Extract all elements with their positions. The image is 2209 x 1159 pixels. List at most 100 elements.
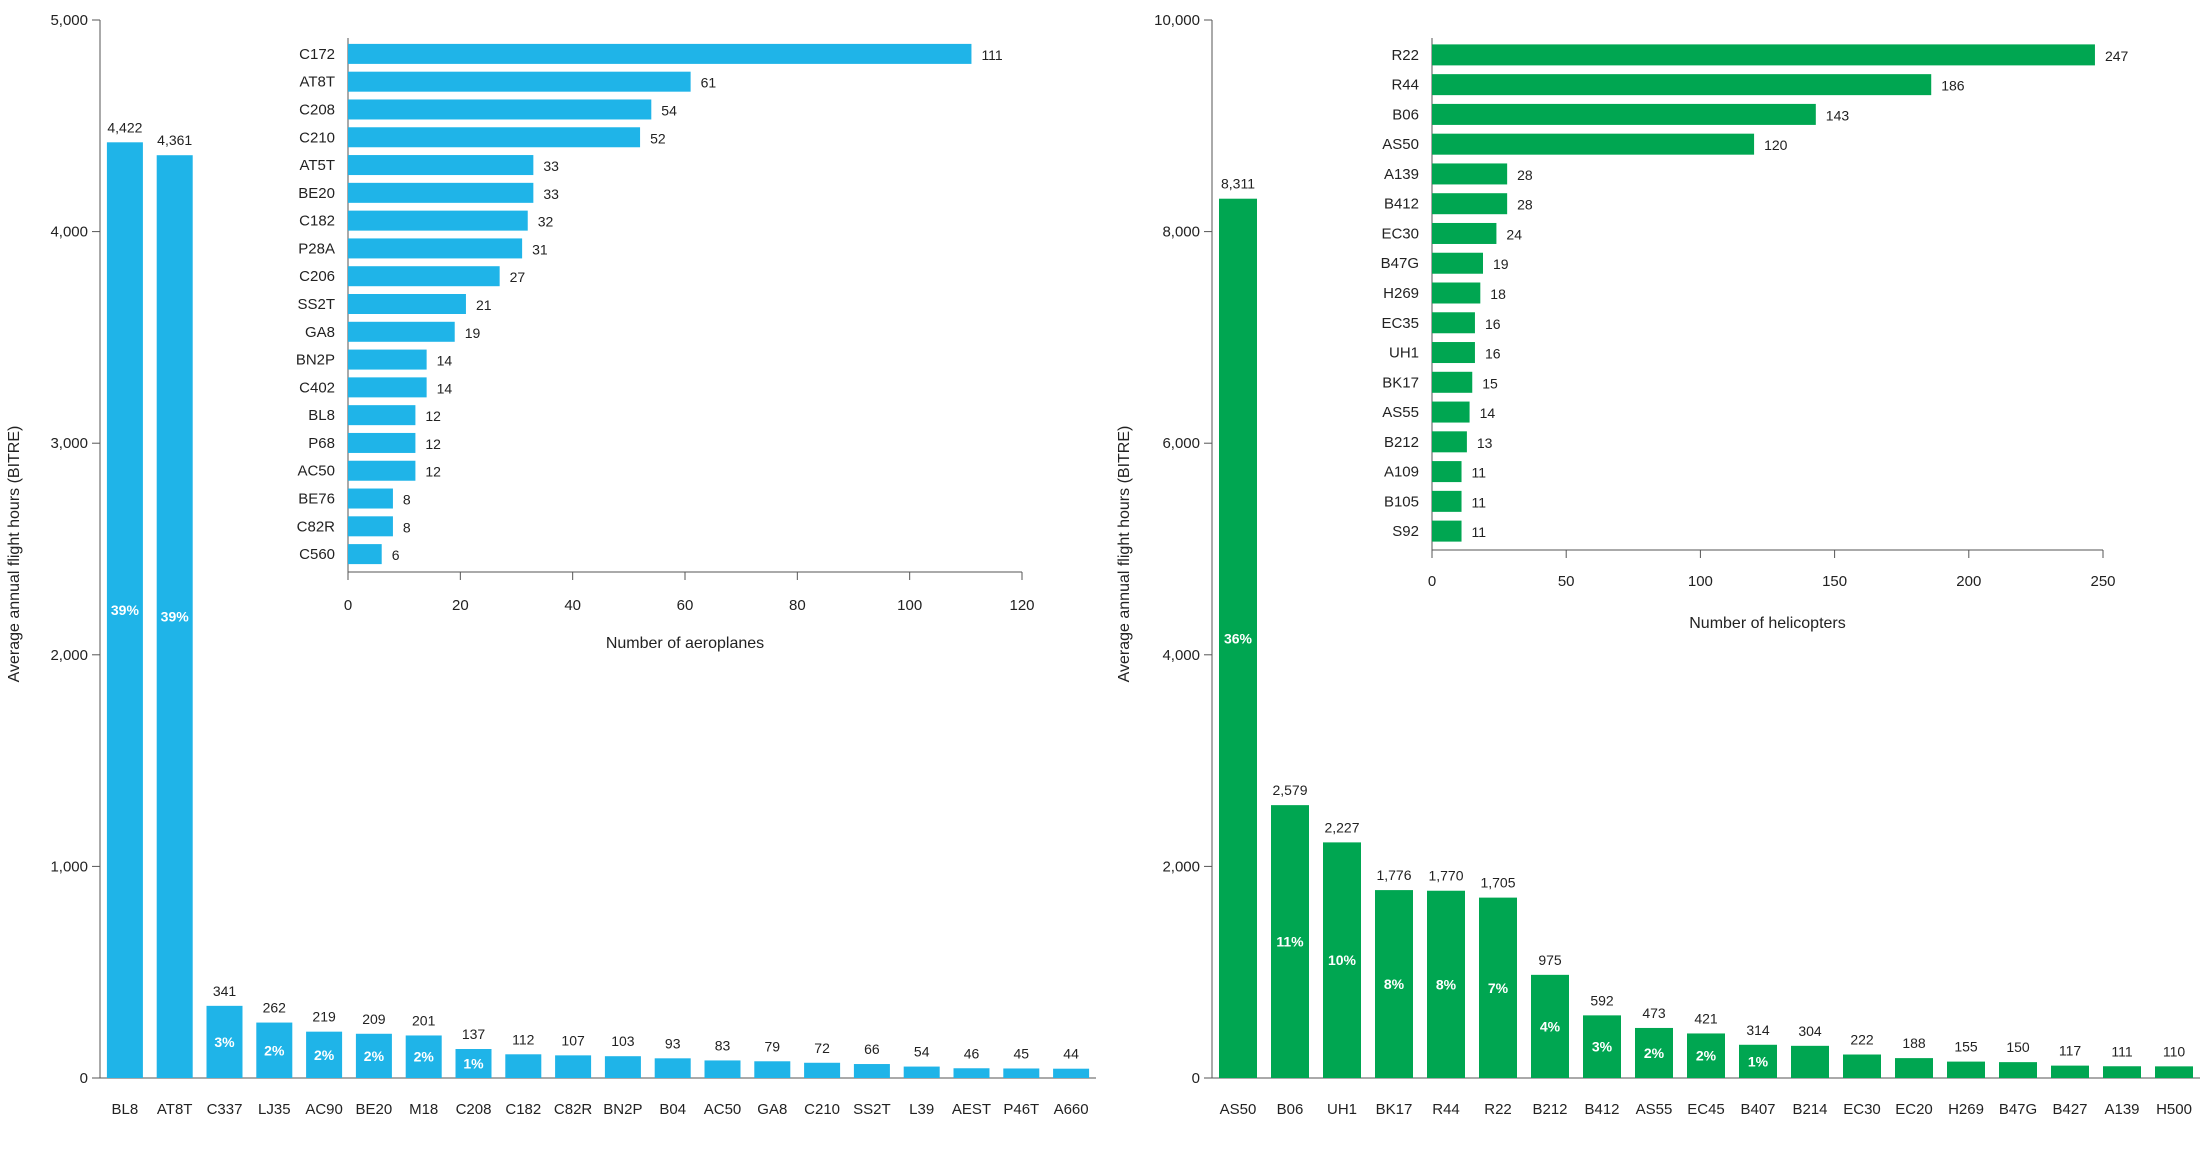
chart4-bar	[1432, 103, 1816, 125]
chart3-bar-value-label: 155	[1954, 1039, 1978, 1055]
chart4-category-label: A139	[1384, 166, 1419, 183]
chart4-category-label: A109	[1384, 464, 1419, 481]
chart4-category-label: B105	[1384, 493, 1419, 510]
chart3-bar	[1271, 805, 1309, 1078]
chart1-bar-value-label: 79	[765, 1038, 781, 1054]
chart2-category-label: P28A	[298, 240, 335, 257]
chart1-category-label: AC50	[704, 1101, 742, 1118]
chart4-bar-value-label: 28	[1517, 167, 1533, 183]
chart2-bar-value-label: 31	[532, 241, 548, 257]
chart4-bar	[1432, 133, 1755, 155]
chart2-bar	[348, 432, 416, 453]
chart2-bar-value-label: 14	[437, 353, 453, 369]
chart2-bar	[348, 155, 534, 176]
chart3-bar-value-label: 1,770	[1428, 868, 1463, 884]
chart3-category-label: EC30	[1843, 1101, 1881, 1118]
chart2-bar	[348, 460, 416, 481]
chart4-x-tick-label: 200	[1956, 573, 1981, 590]
chart3-category-label: H500	[2156, 1101, 2192, 1118]
chart4-category-label: H269	[1383, 285, 1419, 302]
chart2-bar	[348, 544, 382, 565]
chart1-bar	[306, 1031, 343, 1078]
chart2-category-label: C560	[299, 546, 335, 563]
chart1-bar-value-label: 201	[412, 1012, 436, 1028]
chart3-bar-share-label: 1%	[1748, 1053, 1769, 1069]
chart2-category-label: BE76	[298, 491, 335, 508]
chart4-category-label: R22	[1391, 47, 1419, 64]
chart2-category-label: C402	[299, 379, 335, 396]
chart1-bar-value-label: 137	[462, 1026, 486, 1042]
chart3-bar-value-label: 188	[1902, 1035, 1926, 1051]
chart3-bar	[1635, 1027, 1673, 1078]
chart1-y-tick-label: 2,000	[50, 647, 88, 664]
chart1-y-tick-label: 1,000	[50, 858, 88, 875]
chart2-category-label: P68	[308, 435, 335, 452]
chart2-bar	[348, 405, 416, 426]
chart3-y-tick-label: 4,000	[1162, 647, 1200, 664]
chart3-category-label: EC45	[1687, 1101, 1725, 1118]
chart1-bar	[1003, 1068, 1040, 1078]
chart1-bar-value-label: 219	[312, 1009, 336, 1025]
chart3-y-tick-label: 6,000	[1162, 435, 1200, 452]
chart2-x-tick-label: 120	[1009, 597, 1034, 614]
chart4-bar	[1432, 431, 1467, 453]
chart1-bar	[206, 1005, 243, 1078]
chart3-bar	[1791, 1045, 1829, 1078]
chart4-x-tick-label: 150	[1822, 573, 1847, 590]
chart1-bar	[505, 1054, 542, 1078]
chart1-bar-value-label: 341	[213, 983, 237, 999]
chart3-category-label: EC20	[1895, 1101, 1933, 1118]
chart1-category-label: C182	[505, 1101, 541, 1118]
chart4-category-label: B06	[1392, 106, 1419, 123]
chart1-category-label: AEST	[952, 1101, 991, 1118]
chart3-bar-value-label: 117	[2059, 1043, 2082, 1059]
chart1-bar-value-label: 83	[715, 1037, 731, 1053]
chart3-bar-value-label: 592	[1590, 992, 1614, 1008]
chart2-category-label: BN2P	[296, 352, 335, 369]
chart3-bar-share-label: 8%	[1436, 976, 1457, 992]
chart2-bar	[348, 349, 427, 370]
chart1-bar	[953, 1068, 990, 1078]
chart1-y-tick-label: 3,000	[50, 435, 88, 452]
chart2-bar	[348, 99, 652, 120]
chart2-category-label: BE20	[298, 185, 335, 202]
chart3-category-label: R44	[1432, 1101, 1460, 1118]
chart4-bar	[1432, 74, 1932, 96]
chart1-bar-share-label: 2%	[264, 1042, 285, 1058]
chart1-bar-share-label: 2%	[314, 1047, 335, 1063]
chart2-bar-value-label: 21	[476, 297, 492, 313]
chart4-bar-value-label: 143	[1826, 107, 1850, 123]
chart3-bar-share-label: 7%	[1488, 980, 1509, 996]
chart4-bar-value-label: 28	[1517, 197, 1533, 213]
chart2-bar	[348, 182, 534, 203]
chart2-bar-value-label: 8	[403, 519, 411, 535]
chart3-category-label: B214	[1792, 1101, 1827, 1118]
chart2-x-tick-label: 40	[564, 597, 581, 614]
chart2-bar	[348, 238, 523, 259]
chart4-bar-value-label: 186	[1941, 78, 1965, 94]
chart1-bar-value-label: 44	[1063, 1046, 1079, 1062]
chart1-category-label: C82R	[554, 1101, 593, 1118]
chart2-bar-value-label: 19	[465, 325, 481, 341]
chart2-bar	[348, 127, 641, 148]
chart2-bar-value-label: 8	[403, 492, 411, 508]
chart4-category-label: BK17	[1382, 374, 1419, 391]
chart1-y-tick-label: 4,000	[50, 224, 88, 241]
chart3-bar-value-label: 1,705	[1480, 875, 1515, 891]
chart3-category-label: B47G	[1999, 1101, 2037, 1118]
chart2-category-label: SS2T	[297, 296, 335, 313]
chart4-category-label: UH1	[1389, 345, 1419, 362]
chart2-x-tick-label: 60	[677, 597, 694, 614]
chart4-bar-value-label: 16	[1485, 316, 1501, 332]
chart1-bar-value-label: 107	[561, 1032, 585, 1048]
chart3-category-label: B06	[1277, 1101, 1304, 1118]
chart2-bar	[348, 294, 466, 314]
chart2-category-label: BL8	[308, 407, 335, 424]
chart1-bar	[654, 1058, 691, 1078]
chart2-bar	[348, 516, 393, 537]
chart2-category-label: C172	[299, 46, 335, 63]
chart4-bar-value-label: 247	[2105, 48, 2129, 64]
chart3-bar-value-label: 473	[1642, 1005, 1666, 1021]
chart1-bar-value-label: 54	[914, 1044, 930, 1060]
chart2-bar-value-label: 6	[392, 547, 400, 563]
